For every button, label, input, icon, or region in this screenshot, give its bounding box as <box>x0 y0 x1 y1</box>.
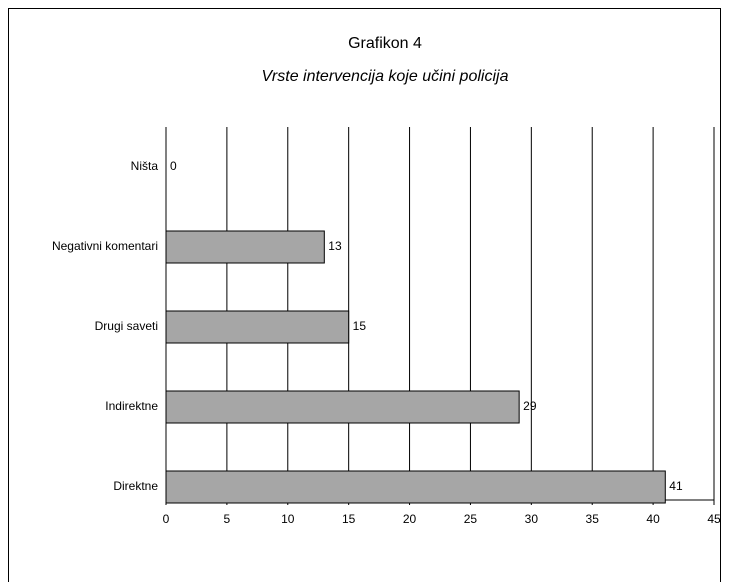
x-tick-label: 35 <box>586 512 600 526</box>
data-label: 29 <box>523 399 537 413</box>
data-label: 0 <box>170 159 177 173</box>
x-tick-label: 10 <box>281 512 295 526</box>
x-tick-label: 15 <box>342 512 356 526</box>
bar <box>165 390 520 424</box>
frame <box>8 8 721 582</box>
x-tick-label: 25 <box>464 512 478 526</box>
y-tick-label: Direktne <box>113 479 158 493</box>
x-tick-label: 40 <box>646 512 660 526</box>
x-tick-label: 5 <box>224 512 231 526</box>
x-tick-label: 20 <box>403 512 417 526</box>
chart-title: Grafikon 4 <box>348 35 422 52</box>
y-tick-label: Ništa <box>131 159 159 173</box>
data-label: 13 <box>328 239 342 253</box>
data-label: 41 <box>669 479 683 493</box>
y-tick-label: Drugi saveti <box>95 319 158 333</box>
x-tick-label: 0 <box>163 512 170 526</box>
bar <box>165 310 350 344</box>
chart-subtitle: Vrste intervencija koje učini policija <box>262 68 509 85</box>
bar <box>165 230 325 264</box>
x-tick-label: 30 <box>525 512 539 526</box>
x-tick-label: 45 <box>707 512 721 526</box>
data-label: 15 <box>353 319 367 333</box>
y-tick-label: Negativni komentari <box>52 239 158 253</box>
bar <box>165 470 666 504</box>
y-tick-label: Indirektne <box>105 399 158 413</box>
